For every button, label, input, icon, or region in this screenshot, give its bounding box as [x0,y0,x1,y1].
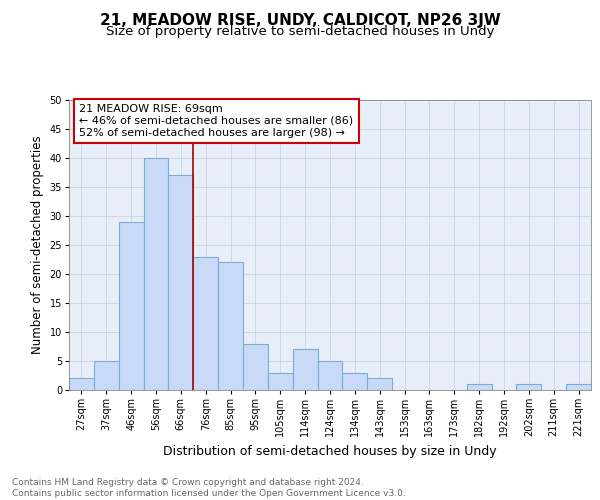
Y-axis label: Number of semi-detached properties: Number of semi-detached properties [31,136,44,354]
Bar [243,344,268,390]
Bar [143,158,169,390]
Bar [169,176,193,390]
Bar [467,384,491,390]
Text: Size of property relative to semi-detached houses in Undy: Size of property relative to semi-detach… [106,25,494,38]
Bar [193,256,218,390]
Bar [367,378,392,390]
Bar [566,384,591,390]
Bar [517,384,541,390]
Bar [293,350,317,390]
Bar [69,378,94,390]
Text: Contains HM Land Registry data © Crown copyright and database right 2024.
Contai: Contains HM Land Registry data © Crown c… [12,478,406,498]
Bar [119,222,143,390]
Bar [94,361,119,390]
Text: 21 MEADOW RISE: 69sqm
← 46% of semi-detached houses are smaller (86)
52% of semi: 21 MEADOW RISE: 69sqm ← 46% of semi-deta… [79,104,353,138]
Text: 21, MEADOW RISE, UNDY, CALDICOT, NP26 3JW: 21, MEADOW RISE, UNDY, CALDICOT, NP26 3J… [100,12,500,28]
Bar [317,361,343,390]
Bar [218,262,243,390]
Bar [343,372,367,390]
Bar [268,372,293,390]
X-axis label: Distribution of semi-detached houses by size in Undy: Distribution of semi-detached houses by … [163,444,497,458]
